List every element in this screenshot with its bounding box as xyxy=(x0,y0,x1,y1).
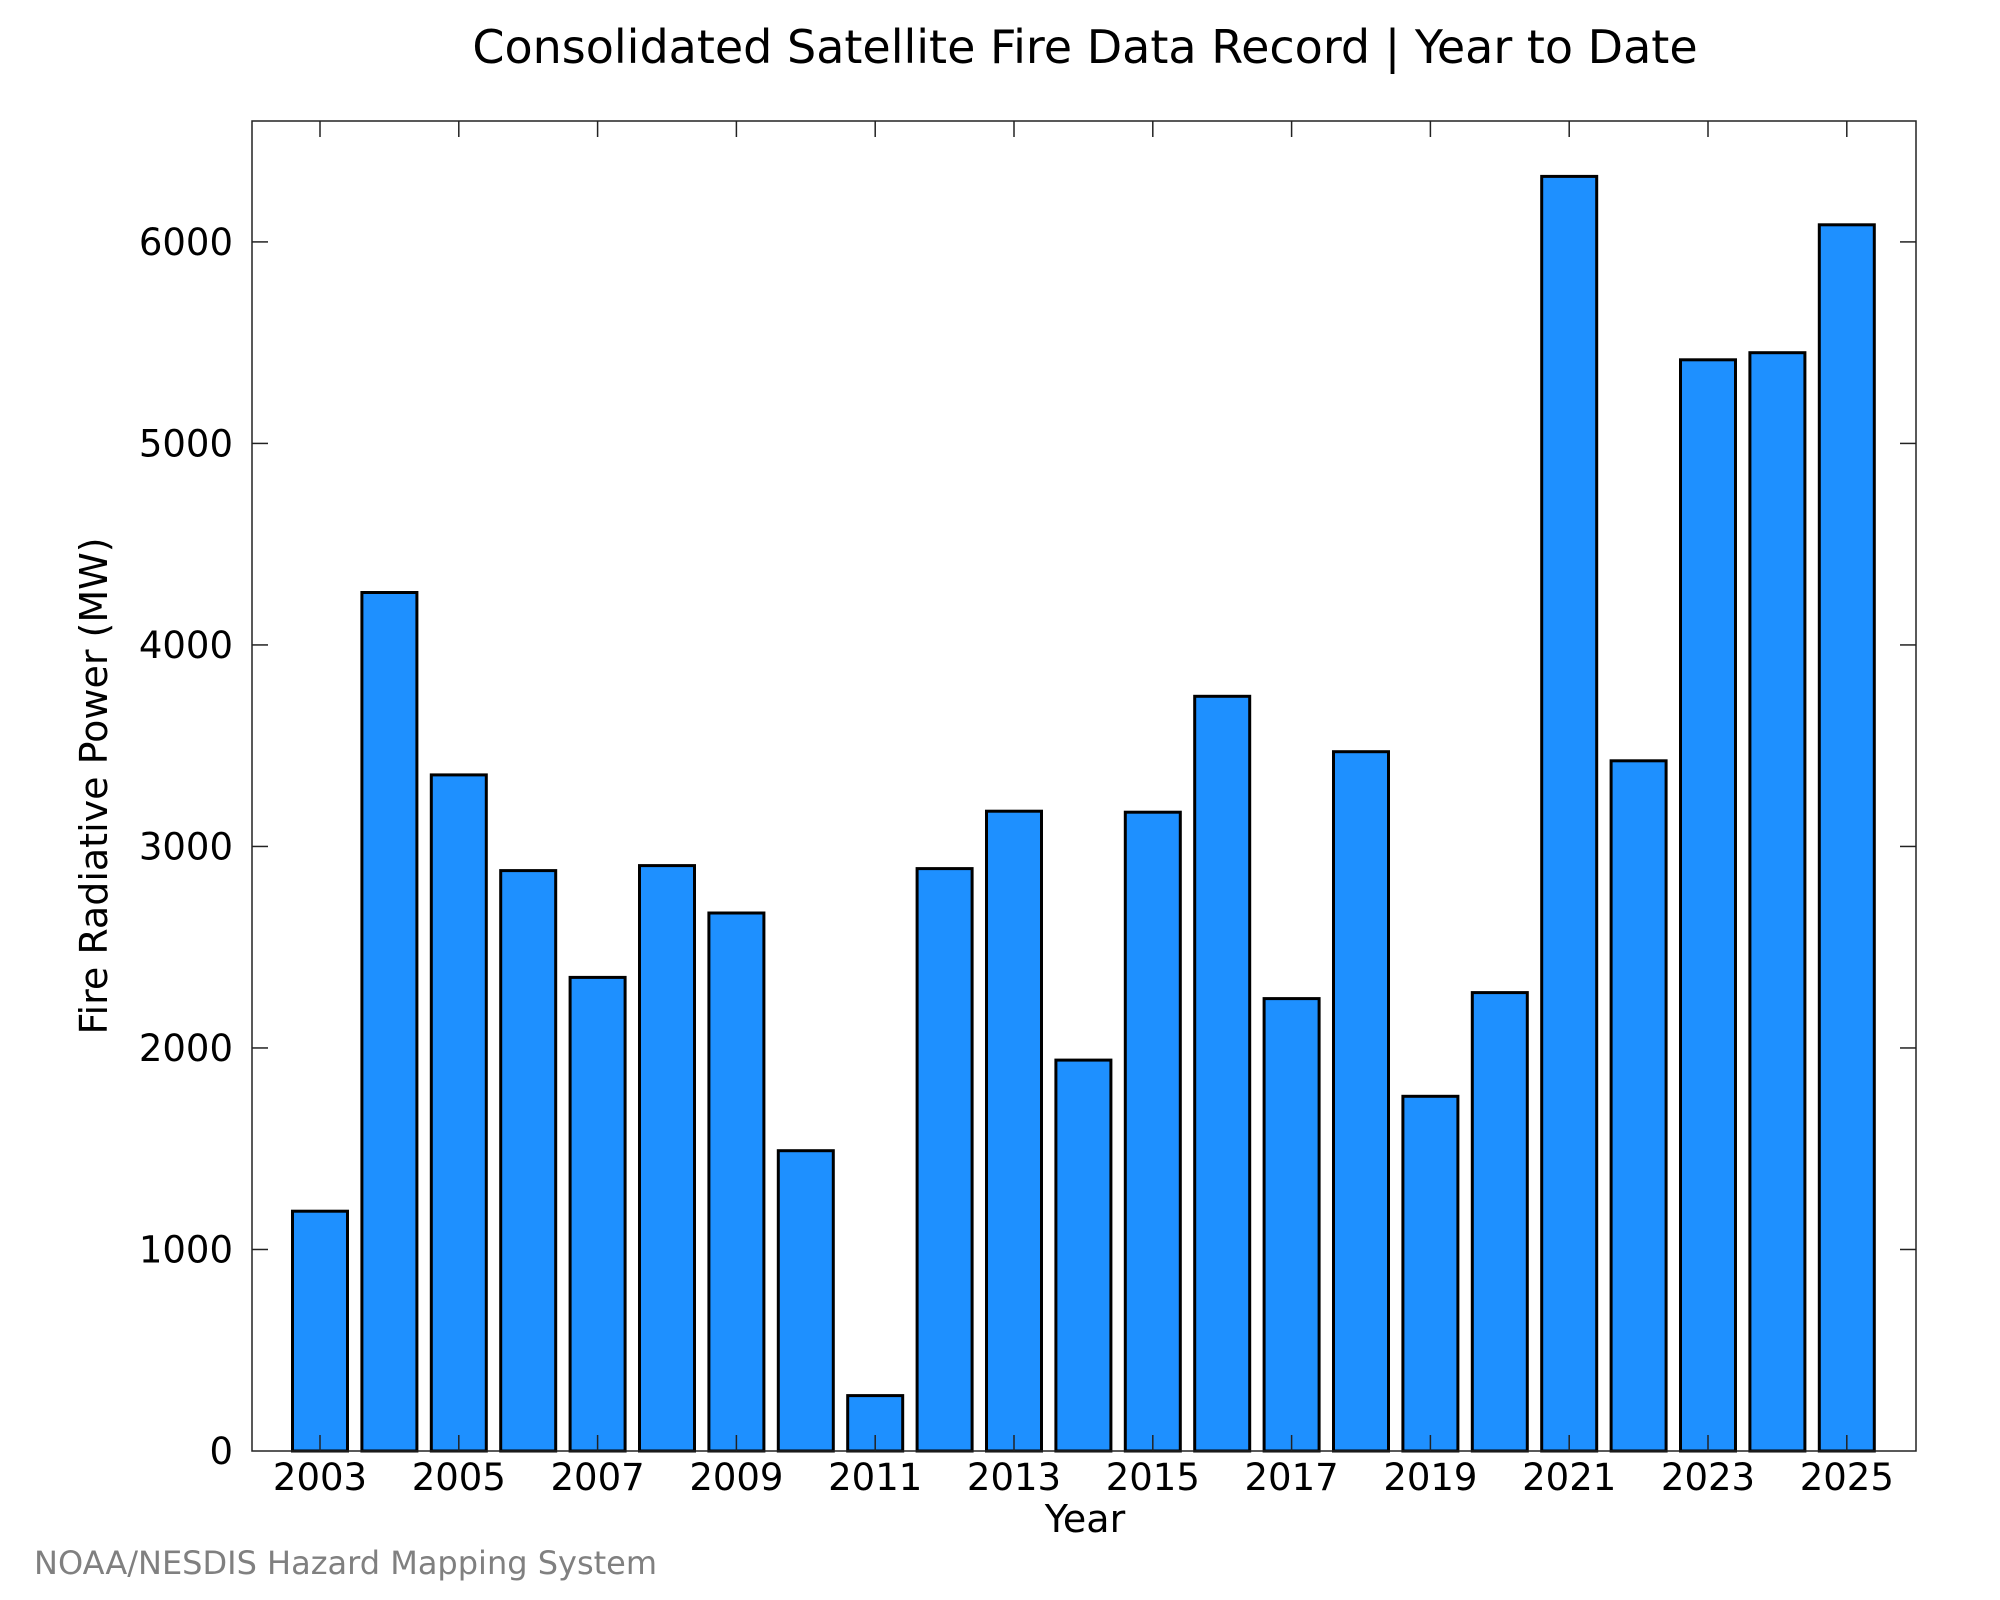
y-axis: 0 1000 2000 3000 4000 5000 6000 xyxy=(139,221,1916,1473)
bar-2020 xyxy=(1470,991,1529,1453)
bar-2005 xyxy=(429,773,488,1453)
bar-2016 xyxy=(1193,694,1252,1453)
x-tick-label-2015: 2015 xyxy=(1106,1456,1200,1499)
bar-2023 xyxy=(1679,358,1737,1453)
x-axis: 2003 2005 2007 2009 2011 2013 2015 2017 2019 2021… xyxy=(273,121,1894,1499)
bar-2013 xyxy=(985,809,1043,1453)
bar-2010 xyxy=(776,1149,835,1453)
bar-2004 xyxy=(360,591,419,1453)
bar-2014 xyxy=(1054,1058,1113,1453)
bar-2006 xyxy=(499,869,558,1453)
x-tick-label-2019: 2019 xyxy=(1383,1456,1477,1499)
chart-title: Consolidated Satellite Fire Data Record … xyxy=(472,20,1697,75)
y-tick-label-0: 0 xyxy=(209,1430,233,1473)
x-axis-label: Year xyxy=(1044,1497,1126,1541)
bar-2019 xyxy=(1401,1094,1460,1453)
x-tick-label-2003: 2003 xyxy=(273,1456,367,1499)
bar-2018 xyxy=(1332,750,1390,1453)
y-tick-label-4000: 4000 xyxy=(139,624,233,667)
bar-2024 xyxy=(1748,351,1807,1453)
x-tick-label-2017: 2017 xyxy=(1245,1456,1339,1499)
plot-frame xyxy=(251,120,1917,1452)
credit-text: NOAA/NESDIS Hazard Mapping System xyxy=(34,1544,657,1582)
bar-2007 xyxy=(568,975,627,1453)
x-tick-label-2013: 2013 xyxy=(967,1456,1061,1499)
x-tick-label-2025: 2025 xyxy=(1800,1456,1894,1499)
bar-2025 xyxy=(1817,223,1876,1453)
bar-2017 xyxy=(1262,997,1321,1453)
bars-group xyxy=(291,174,1876,1453)
y-tick-label-3000: 3000 xyxy=(139,825,233,868)
bar-2015 xyxy=(1123,810,1182,1453)
bar-2012 xyxy=(915,867,974,1453)
y-tick-label-6000: 6000 xyxy=(139,221,233,264)
bar-2009 xyxy=(707,911,766,1453)
x-tick-label-2009: 2009 xyxy=(689,1456,783,1499)
bar-2003 xyxy=(291,1209,349,1453)
y-tick-label-1000: 1000 xyxy=(139,1228,233,1271)
bar-2008 xyxy=(638,864,696,1453)
y-tick-label-5000: 5000 xyxy=(139,422,233,465)
y-axis-label: Fire Radiative Power (MW) xyxy=(72,537,116,1034)
bar-2021 xyxy=(1540,174,1599,1453)
x-tick-label-2011: 2011 xyxy=(828,1456,922,1499)
x-tick-label-2023: 2023 xyxy=(1661,1456,1755,1499)
x-tick-label-2007: 2007 xyxy=(551,1456,645,1499)
x-tick-label-2021: 2021 xyxy=(1522,1456,1616,1499)
bar-2022 xyxy=(1609,759,1668,1453)
y-tick-label-2000: 2000 xyxy=(139,1027,233,1070)
x-tick-label-2005: 2005 xyxy=(412,1456,506,1499)
